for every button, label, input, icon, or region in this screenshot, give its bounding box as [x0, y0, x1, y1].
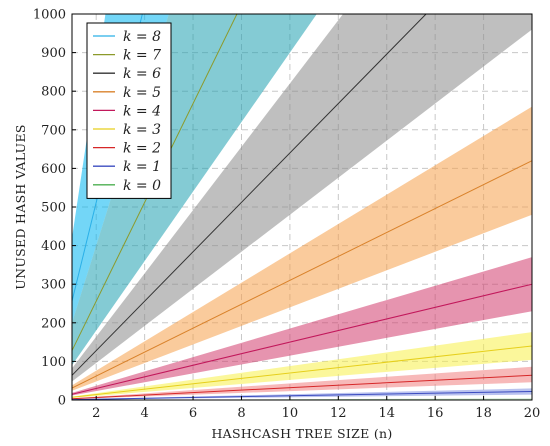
- x-axis-title: HASHCASH TREE SIZE (n): [211, 426, 392, 441]
- band-k=7: [72, 14, 317, 366]
- band-k=4: [72, 257, 532, 396]
- x-tick-label: 18: [475, 406, 492, 421]
- x-tick-label: 4: [140, 406, 148, 421]
- axis-ticks: 2 4 6 8 10 12 14 16 18 20010020030040050060070080…: [33, 8, 540, 422]
- legend-label: k = 3: [123, 122, 161, 138]
- y-tick-label: 100: [41, 355, 66, 370]
- band-k=1: [72, 388, 532, 400]
- legend-label: k = 5: [123, 85, 161, 101]
- legend-label: k = 0: [123, 178, 161, 194]
- band-k=5: [72, 106, 532, 391]
- line-k=2: [72, 374, 532, 400]
- line-k=6: [72, 14, 427, 376]
- y-tick-label: 200: [41, 316, 66, 331]
- y-tick-label: 500: [41, 201, 66, 216]
- y-tick-label: 1000: [33, 8, 66, 23]
- y-tick-label: 400: [41, 239, 66, 254]
- band-k=2: [72, 366, 532, 400]
- x-tick-label: 14: [378, 406, 395, 421]
- legend-label: k = 8: [123, 29, 161, 45]
- y-tick-label: 900: [41, 46, 66, 61]
- legend-label: k = 7: [123, 48, 161, 64]
- y-tick-label: 0: [58, 394, 66, 409]
- x-tick-label: 12: [330, 406, 347, 421]
- x-tick-label: 2: [92, 406, 100, 421]
- x-tick-label: 16: [427, 406, 444, 421]
- y-tick-label: 600: [41, 162, 66, 177]
- legend-label: k = 2: [123, 141, 161, 157]
- line-k=4: [72, 283, 532, 395]
- line-k=5: [72, 160, 532, 389]
- y-tick-label: 300: [41, 278, 66, 293]
- x-tick-label: 8: [237, 406, 245, 421]
- band-k=3: [72, 332, 532, 398]
- legend-label: k = 4: [123, 103, 161, 119]
- legend: k = 8 k = 7 k = 6 k = 5 k = 4 k = 3 k = 2 k = 1…: [86, 22, 172, 199]
- x-tick-label: 20: [524, 406, 541, 421]
- y-axis-title: UNUSED HASH VALUES: [13, 124, 28, 290]
- y-tick-label: 800: [41, 85, 66, 100]
- y-tick-label: 700: [41, 123, 66, 138]
- legend-label: k = 6: [123, 66, 161, 82]
- band-k=6: [72, 14, 532, 382]
- x-tick-label: 6: [189, 406, 197, 421]
- x-tick-label: 10: [282, 406, 299, 421]
- line-k=1: [72, 391, 532, 400]
- line-k=3: [72, 345, 532, 398]
- legend-label: k = 1: [123, 159, 161, 175]
